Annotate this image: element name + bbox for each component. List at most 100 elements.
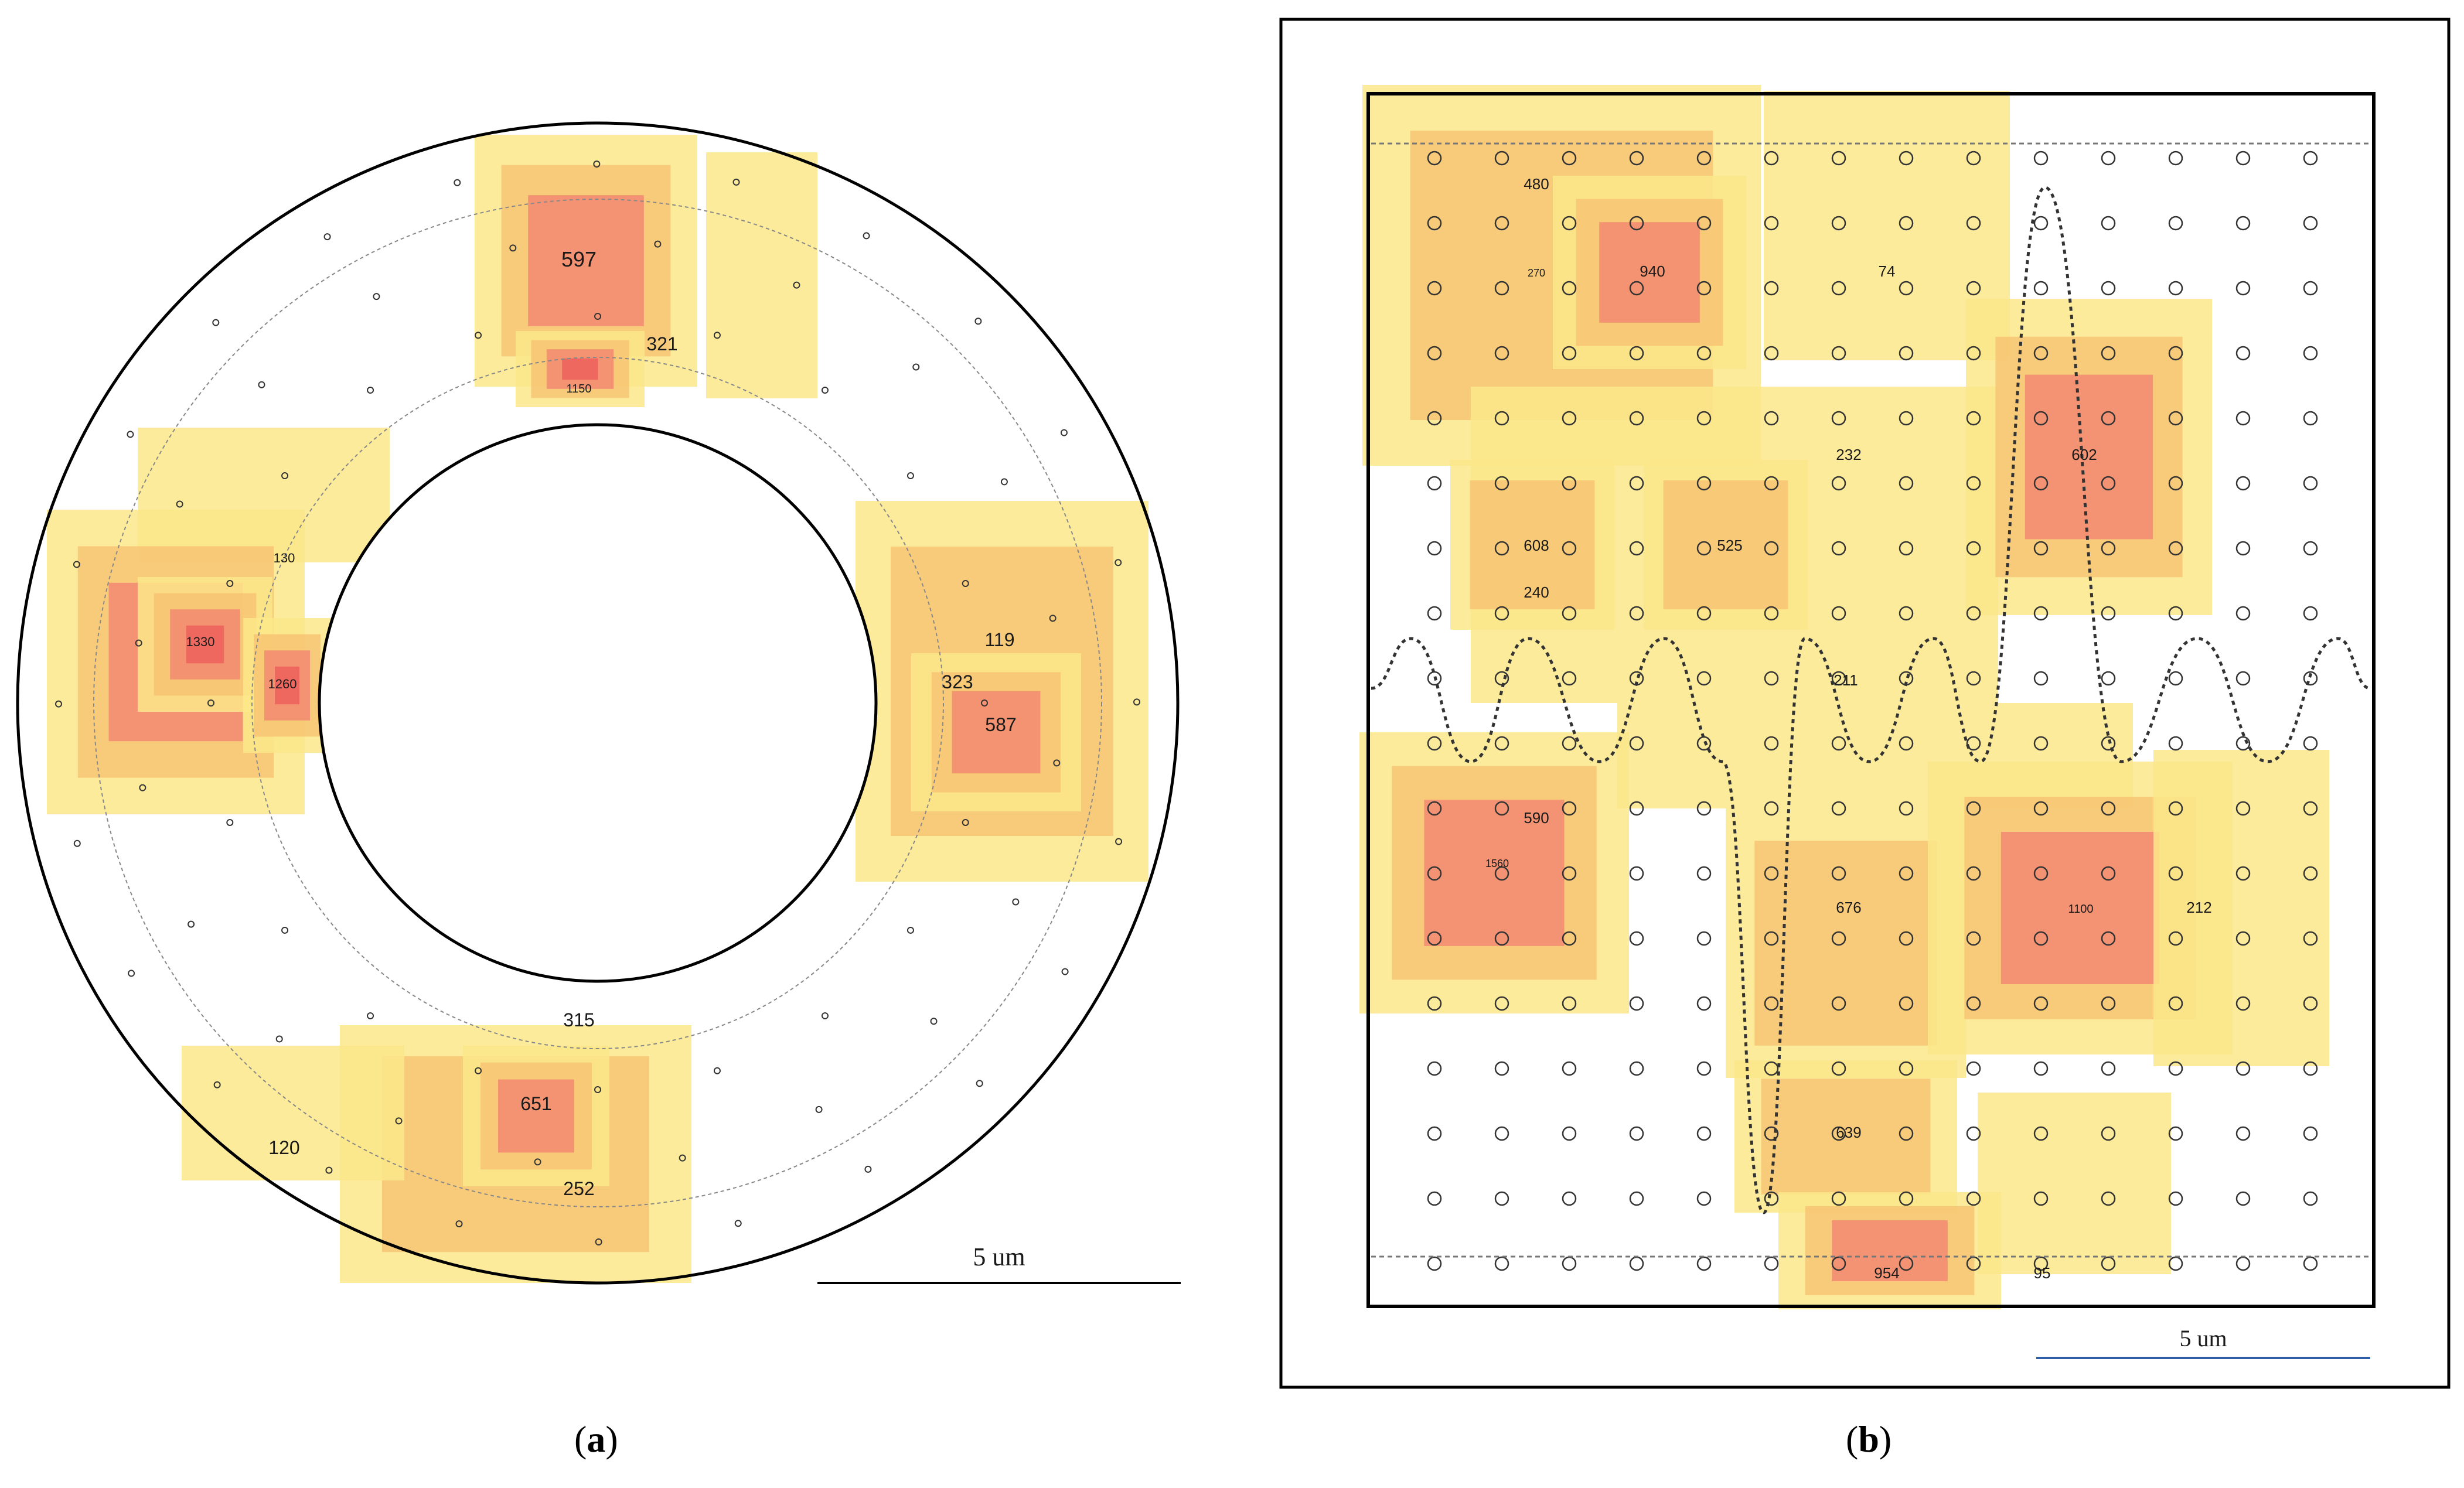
electrode-dot xyxy=(1696,1256,1712,1271)
electrode-dot xyxy=(1427,801,1442,816)
electrode-dot xyxy=(1966,931,1981,946)
electrode-dot xyxy=(1831,541,1846,556)
electrode-dot xyxy=(821,387,829,394)
electrode-dot xyxy=(1696,346,1712,361)
electrode-dot xyxy=(2168,736,2183,751)
electrode-dot xyxy=(2235,216,2251,231)
electrode-dot xyxy=(1831,281,1846,296)
electrode-dot xyxy=(1764,411,1779,426)
panel-a-region-label: 1330 xyxy=(186,634,215,649)
electrode-dot xyxy=(1494,866,1509,881)
electrode-dot xyxy=(1562,801,1577,816)
electrode-dot xyxy=(1427,996,1442,1011)
panel-b-region-label: 940 xyxy=(1640,262,1665,280)
electrode-dot xyxy=(1831,476,1846,491)
electrode-dot xyxy=(930,1018,938,1025)
electrode-dot xyxy=(2033,996,2049,1011)
electrode-dot xyxy=(2101,801,2116,816)
electrode-dot xyxy=(475,1067,482,1074)
electrode-dot xyxy=(1966,1126,1981,1141)
heat-region-b-525 xyxy=(1663,480,1788,610)
electrode-dot xyxy=(1764,996,1779,1011)
electrode-dot xyxy=(1696,671,1712,686)
panel-a-region-label: 597 xyxy=(561,247,597,271)
electrode-dot xyxy=(1427,346,1442,361)
heat-region-b-212 xyxy=(2153,750,2329,1066)
electrode-dot xyxy=(1427,1126,1442,1141)
electrode-dot xyxy=(128,970,135,977)
electrode-dot xyxy=(1060,429,1068,436)
electrode-dot xyxy=(1427,1061,1442,1076)
electrode-dot xyxy=(1966,281,1981,296)
electrode-dot xyxy=(2033,606,2049,621)
electrode-dot xyxy=(1629,151,1644,166)
electrode-dot xyxy=(2101,411,2116,426)
electrode-dot xyxy=(188,920,195,928)
electrode-dot xyxy=(1629,1126,1644,1141)
electrode-dot xyxy=(2235,541,2251,556)
electrode-dot xyxy=(1966,346,1981,361)
electrode-dot xyxy=(1899,1061,1914,1076)
panel-a-value-labels: 597 321 1150 130 1330 1260 119 323 587 315 651 120 2… xyxy=(186,247,1017,1199)
electrode-dot xyxy=(1629,346,1644,361)
electrode-dot xyxy=(509,244,517,252)
panel-b-region-label: 211 xyxy=(1833,671,1858,689)
electrode-dot xyxy=(1899,931,1914,946)
electrode-dot xyxy=(2235,996,2251,1011)
electrode-dot xyxy=(1427,151,1442,166)
panel-a-region-label: 1260 xyxy=(268,677,297,691)
electrode-dot xyxy=(1494,1126,1509,1141)
electrode-dot xyxy=(1966,1191,1981,1206)
electrode-dot xyxy=(1494,411,1509,426)
electrode-dot xyxy=(2303,1126,2318,1141)
electrode-dot xyxy=(962,580,969,588)
electrode-dot xyxy=(1562,1061,1577,1076)
electrode-dot xyxy=(1831,151,1846,166)
electrode-dot xyxy=(1427,1191,1442,1206)
electrode-dot xyxy=(1494,151,1509,166)
electrode-dot xyxy=(864,1165,872,1173)
electrode-dot xyxy=(2101,1061,2116,1076)
electrode-dot xyxy=(55,700,63,708)
electrode-dot xyxy=(2235,1256,2251,1271)
heat-region-top-right xyxy=(706,152,817,398)
electrode-dot xyxy=(2235,411,2251,426)
electrode-dot xyxy=(1764,931,1779,946)
electrode-dot xyxy=(1012,898,1020,906)
panel-b-outer-frame xyxy=(1279,18,2451,1389)
electrode-dot xyxy=(2033,476,2049,491)
electrode-dot xyxy=(962,818,969,826)
electrode-dot xyxy=(1562,216,1577,231)
electrode-dot xyxy=(2168,346,2183,361)
panel-b-region-label: 74 xyxy=(1879,262,1896,280)
electrode-dot xyxy=(1764,606,1779,621)
panel-b: 480 270 940 74 232 602 608 525 240 211 590 1560 676 1… xyxy=(1279,18,2451,1389)
electrode-dot xyxy=(2235,1191,2251,1206)
electrode-dot xyxy=(212,319,220,326)
outer-ring xyxy=(16,121,1180,1285)
heat-region-b-954 xyxy=(1832,1220,1948,1281)
electrode-dot xyxy=(1629,1061,1644,1076)
electrode-dot xyxy=(1562,671,1577,686)
electrode-dot xyxy=(1494,541,1509,556)
electrode-dot xyxy=(1831,736,1846,751)
electrode-dot xyxy=(1629,801,1644,816)
electrode-dot xyxy=(1764,1256,1779,1271)
electrode-dot xyxy=(1696,996,1712,1011)
electrode-dot xyxy=(1966,476,1981,491)
electrode-dot xyxy=(2033,541,2049,556)
electrode-dot xyxy=(1696,541,1712,556)
electrode-dot xyxy=(2168,996,2183,1011)
electrode-dot xyxy=(906,472,914,480)
electrode-dot xyxy=(275,1035,283,1043)
electrode-dot xyxy=(1133,698,1140,706)
electrode-dot xyxy=(207,699,214,707)
electrode-dot xyxy=(1629,541,1644,556)
electrode-dot xyxy=(1562,1191,1577,1206)
electrode-dot xyxy=(367,1012,374,1019)
electrode-dot xyxy=(1629,216,1644,231)
electrode-dot xyxy=(2033,346,2049,361)
panel-a-scale-label: 5 um xyxy=(973,1243,1025,1271)
electrode-dot xyxy=(1494,1061,1509,1076)
electrode-dot xyxy=(2303,1256,2318,1271)
